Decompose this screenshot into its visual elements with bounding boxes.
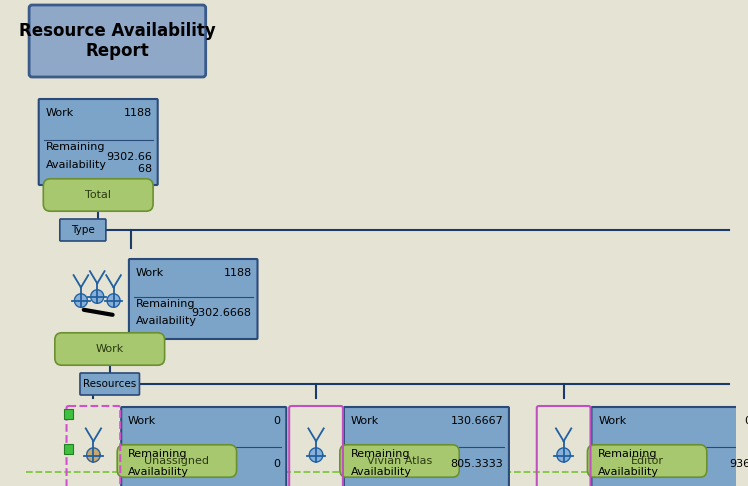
Text: Unassigned: Unassigned	[144, 456, 209, 466]
Text: Editor: Editor	[631, 456, 663, 466]
Text: 0: 0	[274, 459, 280, 469]
Text: Type: Type	[71, 225, 95, 235]
Text: 9302.6668: 9302.6668	[191, 308, 252, 318]
Text: Work: Work	[135, 268, 164, 278]
Text: 9302.66
        68: 9302.66 68	[106, 152, 152, 174]
Text: Resource Availability
Report: Resource Availability Report	[19, 21, 215, 60]
FancyBboxPatch shape	[129, 259, 257, 339]
Text: 805.3333: 805.3333	[450, 459, 503, 469]
Polygon shape	[87, 448, 100, 462]
Text: 1188: 1188	[123, 108, 152, 118]
Text: Availability: Availability	[598, 467, 659, 477]
FancyBboxPatch shape	[80, 373, 139, 395]
Text: Resources: Resources	[83, 379, 136, 389]
Text: Availability: Availability	[135, 316, 197, 326]
Polygon shape	[91, 290, 104, 303]
Bar	[64, 409, 73, 419]
Text: 0: 0	[744, 416, 748, 426]
FancyBboxPatch shape	[43, 179, 153, 211]
Text: Remaining: Remaining	[598, 449, 657, 459]
Text: 0: 0	[274, 416, 280, 426]
Text: Work: Work	[351, 416, 378, 426]
Text: Remaining: Remaining	[351, 449, 410, 459]
Text: Vivian Atlas: Vivian Atlas	[367, 456, 432, 466]
FancyBboxPatch shape	[55, 333, 165, 365]
FancyBboxPatch shape	[587, 445, 707, 477]
Text: Availability: Availability	[351, 467, 411, 477]
FancyBboxPatch shape	[29, 5, 206, 77]
Text: Availability: Availability	[128, 467, 189, 477]
Text: Work: Work	[96, 344, 124, 354]
Text: Remaining: Remaining	[135, 299, 195, 309]
Text: 1188: 1188	[224, 268, 252, 278]
FancyBboxPatch shape	[592, 407, 748, 486]
FancyBboxPatch shape	[121, 407, 286, 486]
Text: 130.6667: 130.6667	[450, 416, 503, 426]
Polygon shape	[557, 448, 571, 462]
Text: Work: Work	[128, 416, 156, 426]
Polygon shape	[107, 294, 120, 307]
Text: Availability: Availability	[46, 160, 106, 171]
Text: Remaining: Remaining	[46, 142, 105, 152]
Text: Total: Total	[85, 190, 111, 200]
FancyBboxPatch shape	[344, 407, 509, 486]
FancyBboxPatch shape	[60, 219, 106, 241]
Text: 936: 936	[729, 459, 748, 469]
Text: Work: Work	[46, 108, 73, 118]
FancyBboxPatch shape	[39, 99, 158, 185]
Polygon shape	[75, 294, 88, 307]
Text: Work: Work	[598, 416, 626, 426]
Bar	[64, 444, 73, 454]
FancyBboxPatch shape	[340, 445, 459, 477]
FancyBboxPatch shape	[117, 445, 236, 477]
Text: Remaining: Remaining	[128, 449, 188, 459]
Polygon shape	[310, 448, 323, 462]
